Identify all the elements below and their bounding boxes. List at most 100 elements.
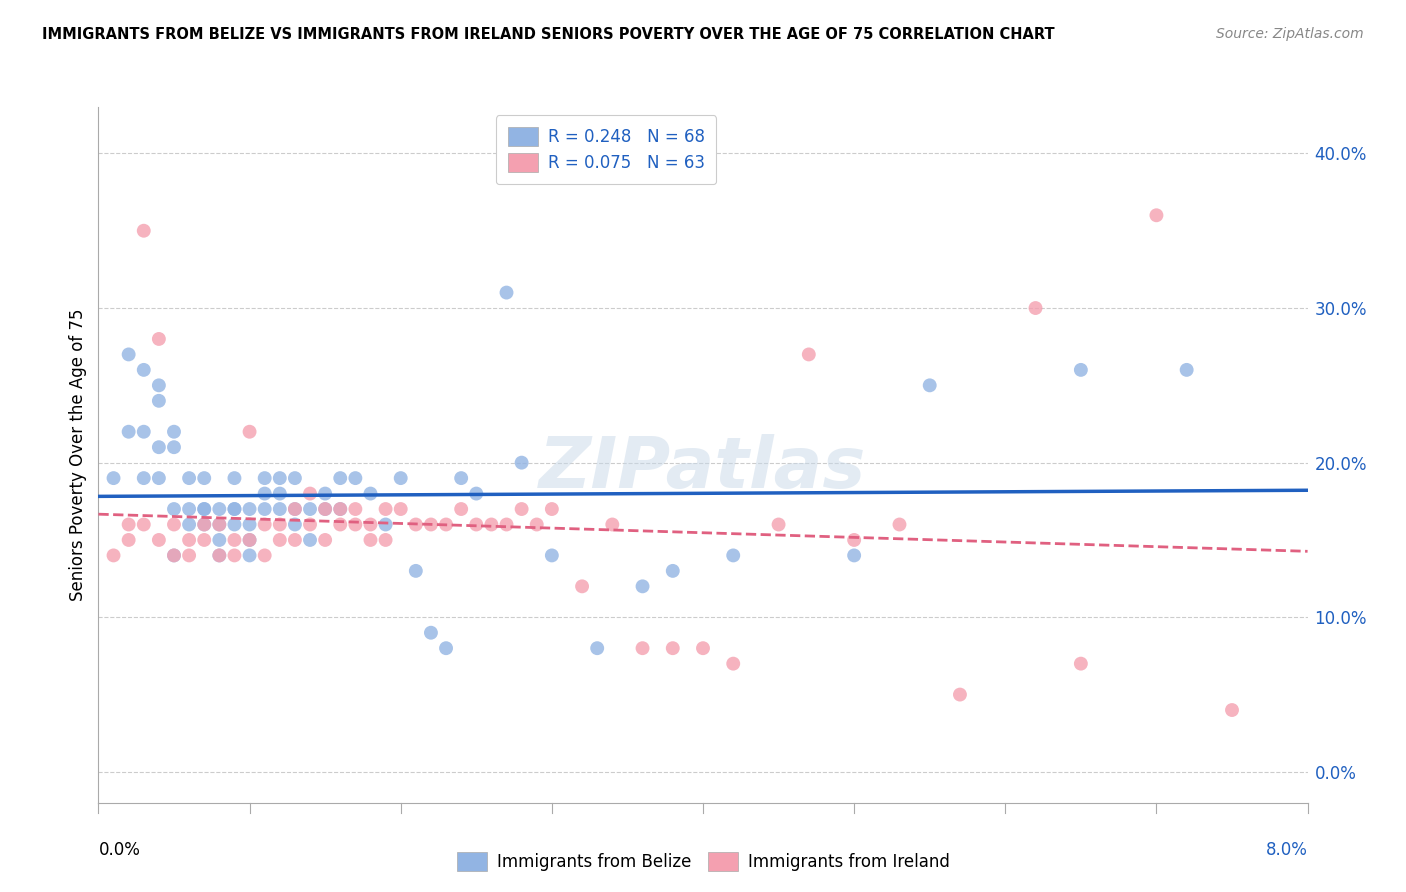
Point: [374, 533, 396, 547]
Point: [602, 517, 624, 532]
Point: [132, 471, 155, 485]
Point: [495, 517, 517, 532]
Point: [179, 471, 201, 485]
Point: [1070, 363, 1092, 377]
Point: [1070, 657, 1092, 671]
Point: [193, 502, 215, 516]
Point: [299, 502, 322, 516]
Point: [314, 502, 336, 516]
Point: [118, 347, 141, 361]
Point: [208, 549, 231, 563]
Point: [103, 549, 125, 563]
Point: [193, 517, 215, 532]
Point: [1146, 208, 1168, 222]
Point: [360, 486, 382, 500]
Point: [163, 549, 186, 563]
Point: [269, 486, 291, 500]
Point: [239, 425, 262, 439]
Point: [314, 533, 336, 547]
Point: [844, 533, 866, 547]
Point: [179, 533, 201, 547]
Point: [239, 533, 262, 547]
Point: [239, 533, 262, 547]
Point: [208, 502, 231, 516]
Point: [148, 471, 170, 485]
Point: [434, 641, 457, 656]
Point: [768, 517, 790, 532]
Point: [208, 517, 231, 532]
Point: [389, 471, 412, 485]
Point: [224, 533, 246, 547]
Text: IMMIGRANTS FROM BELIZE VS IMMIGRANTS FROM IRELAND SENIORS POVERTY OVER THE AGE O: IMMIGRANTS FROM BELIZE VS IMMIGRANTS FRO…: [42, 27, 1054, 42]
Point: [1175, 363, 1198, 377]
Point: [284, 502, 307, 516]
Point: [208, 517, 231, 532]
Text: 0.0%: 0.0%: [98, 841, 141, 860]
Point: [510, 456, 533, 470]
Point: [299, 533, 322, 547]
Point: [692, 641, 714, 656]
Point: [253, 471, 276, 485]
Point: [631, 641, 654, 656]
Point: [208, 533, 231, 547]
Y-axis label: Seniors Poverty Over the Age of 75: Seniors Poverty Over the Age of 75: [69, 309, 87, 601]
Point: [918, 378, 941, 392]
Point: [889, 517, 911, 532]
Point: [299, 486, 322, 500]
Point: [148, 533, 170, 547]
Point: [329, 502, 352, 516]
Point: [284, 471, 307, 485]
Point: [239, 549, 262, 563]
Point: [208, 549, 231, 563]
Point: [723, 657, 745, 671]
Point: [163, 549, 186, 563]
Point: [132, 363, 155, 377]
Point: [1220, 703, 1243, 717]
Point: [329, 517, 352, 532]
Point: [163, 425, 186, 439]
Point: [405, 517, 427, 532]
Point: [284, 517, 307, 532]
Point: [253, 502, 276, 516]
Point: [224, 549, 246, 563]
Point: [420, 625, 443, 640]
Point: [148, 378, 170, 392]
Point: [118, 533, 141, 547]
Point: [1025, 301, 1047, 315]
Point: [420, 517, 443, 532]
Text: 8.0%: 8.0%: [1265, 841, 1308, 860]
Point: [132, 224, 155, 238]
Point: [844, 549, 866, 563]
Point: [329, 471, 352, 485]
Point: [495, 285, 517, 300]
Point: [224, 502, 246, 516]
Point: [148, 393, 170, 408]
Point: [360, 517, 382, 532]
Point: [269, 533, 291, 547]
Point: [148, 440, 170, 454]
Text: Source: ZipAtlas.com: Source: ZipAtlas.com: [1216, 27, 1364, 41]
Point: [526, 517, 548, 532]
Point: [314, 486, 336, 500]
Point: [450, 502, 472, 516]
Point: [118, 425, 141, 439]
Point: [510, 502, 533, 516]
Point: [239, 502, 262, 516]
Point: [148, 332, 170, 346]
Point: [344, 502, 367, 516]
Point: [571, 579, 593, 593]
Point: [118, 517, 141, 532]
Point: [389, 502, 412, 516]
Point: [541, 549, 564, 563]
Point: [374, 517, 396, 532]
Point: [797, 347, 820, 361]
Point: [224, 502, 246, 516]
Text: ZIPatlas: ZIPatlas: [540, 434, 866, 503]
Point: [374, 502, 396, 516]
Point: [224, 517, 246, 532]
Point: [193, 471, 215, 485]
Point: [163, 440, 186, 454]
Point: [465, 486, 488, 500]
Point: [360, 533, 382, 547]
Point: [329, 502, 352, 516]
